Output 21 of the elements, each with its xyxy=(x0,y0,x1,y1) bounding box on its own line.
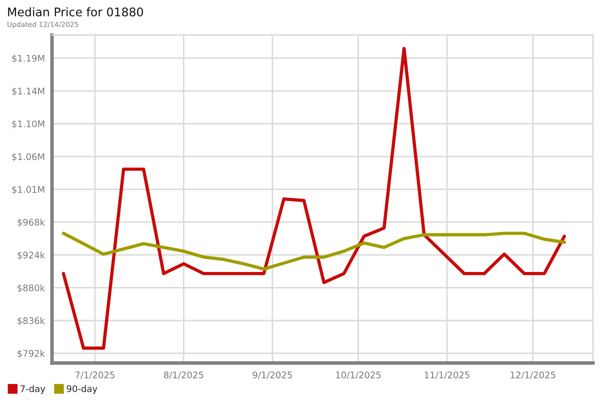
line-series xyxy=(62,232,566,271)
y-tick-label: $836k xyxy=(18,317,46,326)
x-tick-label: 11/1/2025 xyxy=(424,371,470,380)
x-tick-label: 7/1/2025 xyxy=(75,371,114,380)
y-tick-label: $1.10M xyxy=(12,120,44,128)
line-series xyxy=(62,46,566,350)
legend-label: 90-day xyxy=(66,385,98,394)
x-tick-label: 12/1/2025 xyxy=(510,371,556,380)
x-tick-label: 10/1/2025 xyxy=(336,371,381,380)
chart-title: Median Price for 01880 xyxy=(8,7,143,16)
y-tick-label: $1.01M xyxy=(12,186,44,194)
y-tick-label: $968k xyxy=(18,218,46,227)
y-tick-label: $924k xyxy=(18,251,46,260)
legend-label: 7-day xyxy=(20,385,46,394)
y-tick-label: $792k xyxy=(18,350,46,358)
x-tick-label: 9/1/2025 xyxy=(252,371,292,380)
y-tick-label: $1.06M xyxy=(12,153,44,162)
x-tick-label: 8/1/2025 xyxy=(164,371,204,380)
y-tick-label: $1.19M xyxy=(12,54,44,63)
y-tick-label: $1.14M xyxy=(12,87,44,96)
y-tick-label: $880k xyxy=(18,284,46,292)
